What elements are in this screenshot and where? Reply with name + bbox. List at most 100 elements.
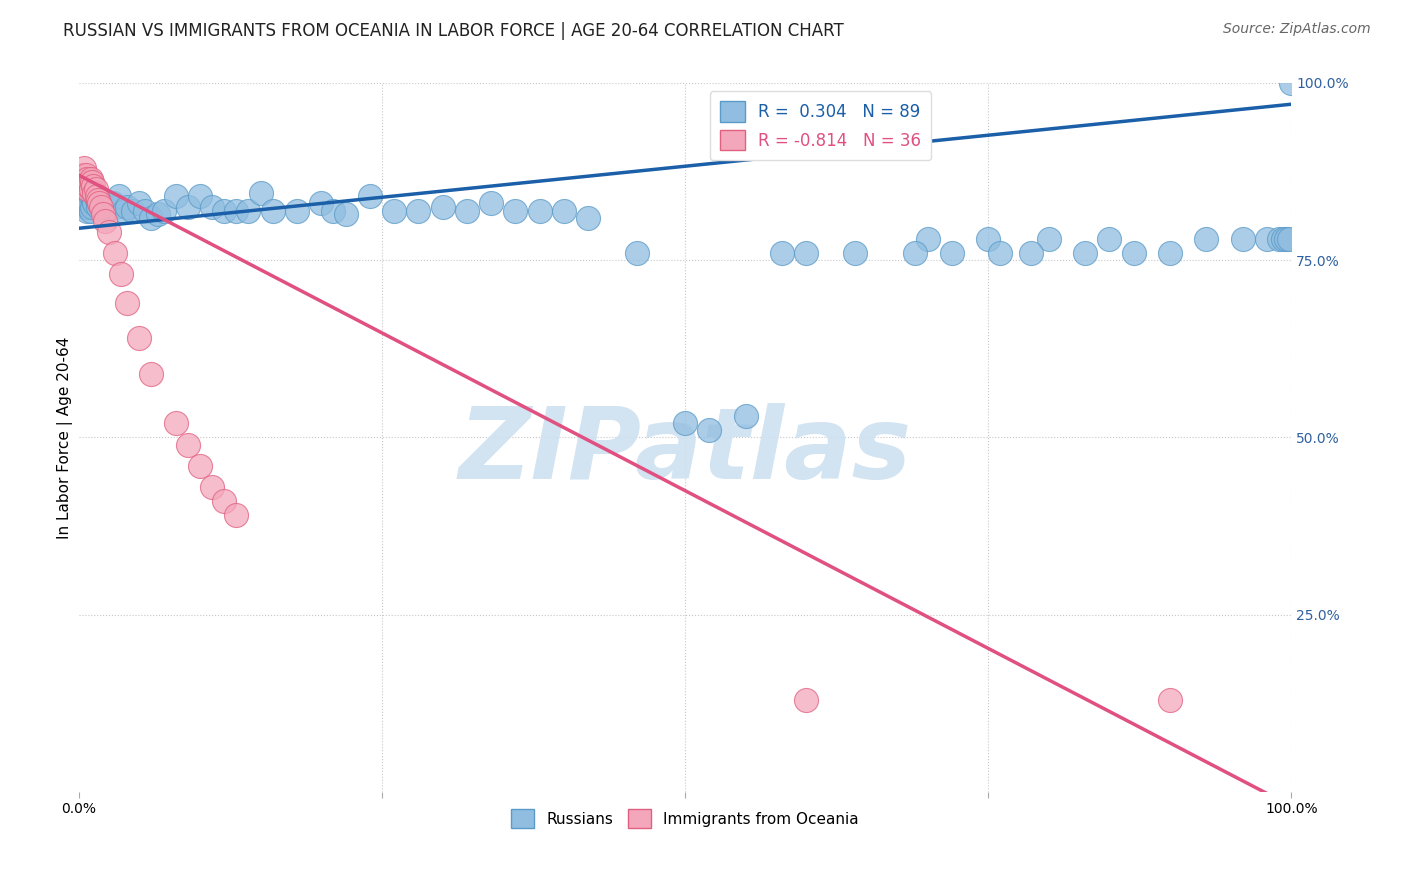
- Point: [79, 196, 101, 211]
- Point: [456, 203, 478, 218]
- Point: [177, 437, 200, 451]
- Point: [104, 246, 127, 260]
- Point: [76, 182, 98, 196]
- Point: [101, 196, 124, 211]
- Point: [75, 196, 97, 211]
- Point: [82, 178, 104, 193]
- Point: [1074, 246, 1097, 260]
- Point: [322, 203, 344, 218]
- Point: [91, 207, 114, 221]
- Point: [86, 189, 108, 203]
- Point: [977, 232, 1000, 246]
- Point: [72, 175, 94, 189]
- Point: [212, 203, 235, 218]
- Point: [104, 200, 127, 214]
- Point: [77, 189, 100, 203]
- Point: [72, 182, 94, 196]
- Point: [115, 200, 138, 214]
- Point: [110, 268, 132, 282]
- Point: [262, 203, 284, 218]
- Point: [794, 246, 817, 260]
- Point: [72, 161, 94, 175]
- Point: [98, 225, 121, 239]
- Point: [80, 186, 103, 200]
- Point: [165, 417, 187, 431]
- Point: [432, 200, 454, 214]
- Point: [359, 189, 381, 203]
- Point: [75, 186, 97, 200]
- Point: [1038, 232, 1060, 246]
- Point: [225, 203, 247, 218]
- Point: [1271, 232, 1294, 246]
- Point: [73, 200, 96, 214]
- Point: [98, 200, 121, 214]
- Point: [1195, 232, 1218, 246]
- Point: [285, 203, 308, 218]
- Point: [107, 189, 129, 203]
- Point: [75, 178, 97, 193]
- Point: [86, 193, 108, 207]
- Point: [77, 200, 100, 214]
- Point: [1279, 76, 1302, 90]
- Point: [77, 178, 100, 193]
- Point: [576, 211, 599, 225]
- Point: [177, 200, 200, 214]
- Point: [79, 182, 101, 196]
- Point: [152, 203, 174, 218]
- Point: [770, 246, 793, 260]
- Point: [917, 232, 939, 246]
- Point: [76, 203, 98, 218]
- Point: [87, 193, 110, 207]
- Point: [309, 196, 332, 211]
- Point: [76, 171, 98, 186]
- Point: [141, 367, 163, 381]
- Point: [83, 186, 105, 200]
- Point: [238, 203, 260, 218]
- Point: [89, 196, 111, 211]
- Point: [76, 182, 98, 196]
- Point: [1159, 246, 1181, 260]
- Point: [188, 189, 211, 203]
- Point: [201, 200, 224, 214]
- Point: [1268, 232, 1291, 246]
- Point: [80, 203, 103, 218]
- Point: [1159, 693, 1181, 707]
- Point: [73, 189, 96, 203]
- Point: [80, 171, 103, 186]
- Point: [1256, 232, 1278, 246]
- Legend: Russians, Immigrants from Oceania: Russians, Immigrants from Oceania: [505, 803, 865, 834]
- Point: [249, 186, 271, 200]
- Point: [115, 295, 138, 310]
- Point: [673, 417, 696, 431]
- Point: [72, 186, 94, 200]
- Point: [201, 480, 224, 494]
- Point: [941, 246, 963, 260]
- Point: [1278, 232, 1301, 246]
- Text: ZIPatlas: ZIPatlas: [458, 403, 911, 500]
- Point: [84, 189, 107, 203]
- Point: [80, 189, 103, 203]
- Point: [73, 178, 96, 193]
- Point: [988, 246, 1011, 260]
- Point: [128, 331, 150, 345]
- Point: [146, 207, 169, 221]
- Point: [83, 196, 105, 211]
- Point: [89, 193, 111, 207]
- Point: [734, 409, 756, 424]
- Point: [90, 196, 112, 211]
- Point: [76, 193, 98, 207]
- Point: [382, 203, 405, 218]
- Point: [87, 200, 110, 214]
- Point: [503, 203, 526, 218]
- Point: [626, 246, 648, 260]
- Point: [1098, 232, 1121, 246]
- Point: [335, 207, 357, 221]
- Point: [94, 203, 117, 218]
- Point: [80, 200, 103, 214]
- Point: [553, 203, 575, 218]
- Point: [128, 196, 150, 211]
- Point: [82, 193, 104, 207]
- Point: [1275, 232, 1298, 246]
- Point: [188, 458, 211, 473]
- Point: [91, 196, 114, 211]
